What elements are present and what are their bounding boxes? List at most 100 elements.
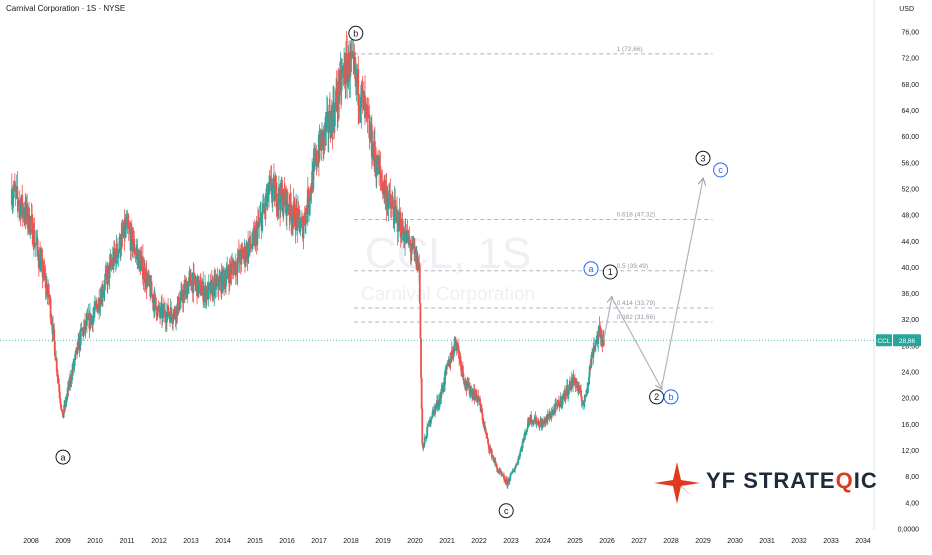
candle-body	[128, 228, 131, 231]
candle-body	[116, 243, 118, 255]
candle-body	[167, 305, 170, 316]
candle-body	[92, 315, 94, 325]
x-axis[interactable]: 2008 2009 2010 2011 2012 2013 2014 2015 2016 2017…	[23, 538, 871, 545]
candle-body	[138, 251, 141, 269]
candle-body	[127, 227, 130, 229]
x-tick-label: 2016	[279, 538, 295, 545]
candle-body	[452, 352, 455, 355]
candle-body	[57, 378, 60, 385]
candle-body	[492, 456, 494, 458]
candle-body	[156, 308, 159, 317]
candle-body	[235, 262, 238, 271]
candle-body	[570, 386, 573, 390]
y-tick-label: 32,00	[901, 317, 919, 324]
candle-body	[587, 382, 590, 386]
candle-body	[557, 400, 560, 402]
candle-body	[298, 209, 301, 220]
candle-body	[418, 264, 421, 304]
candle-body	[315, 150, 318, 166]
candle-body	[444, 371, 446, 385]
candle-body	[309, 187, 312, 193]
candle-body	[537, 421, 540, 427]
candle-body	[338, 95, 341, 104]
candle-body	[184, 285, 187, 296]
candle-body	[379, 166, 382, 175]
candle-body	[439, 396, 442, 405]
candle-body	[475, 389, 478, 397]
candle-body	[240, 248, 243, 265]
y-tick-label: 20,00	[901, 396, 919, 403]
candle-body	[172, 319, 174, 322]
candle-body	[308, 201, 311, 205]
candle-body	[210, 280, 213, 294]
candle-body	[412, 239, 414, 243]
candle-body	[72, 361, 75, 370]
candle-body	[477, 399, 480, 401]
x-tick-label: 2015	[247, 538, 263, 545]
candle-body	[297, 207, 299, 229]
candle-body	[229, 265, 232, 271]
candle-body	[346, 69, 349, 84]
candle-body	[309, 187, 312, 202]
logo-text-accent: Q	[835, 468, 854, 493]
candle-body	[407, 230, 410, 242]
candle-body	[505, 478, 507, 483]
candle-body	[181, 289, 184, 300]
candle-body	[532, 420, 534, 424]
candle-body	[588, 376, 590, 383]
wave-label-circle	[348, 25, 364, 41]
candle-body	[549, 413, 552, 418]
x-tick-label: 2027	[631, 538, 647, 545]
candle-body	[46, 291, 49, 296]
candle-body	[334, 102, 337, 104]
candle-body	[20, 205, 22, 218]
y-tick-label: 56,00	[901, 160, 919, 167]
candle-body	[282, 206, 285, 213]
candle-body	[39, 259, 42, 271]
candle-body	[104, 274, 107, 280]
candle-body	[345, 52, 347, 84]
candle-body	[197, 283, 200, 293]
candle-body	[65, 397, 68, 403]
candle-body	[370, 124, 373, 158]
y-tick-label: 72,00	[901, 56, 919, 63]
candle-body	[13, 184, 16, 190]
candle-body	[58, 391, 61, 399]
price-tag-value-bg	[893, 334, 921, 347]
candle-body	[578, 388, 581, 392]
candle-body	[201, 288, 203, 294]
candle-body	[173, 309, 176, 316]
candle-body	[332, 102, 335, 119]
candle-body	[170, 314, 173, 321]
candle-body	[399, 218, 402, 236]
candle-body	[440, 388, 443, 398]
candle-body	[270, 178, 273, 195]
candle-body	[367, 115, 370, 118]
candle-body	[297, 207, 300, 210]
candle-body	[342, 66, 345, 70]
candle-body	[360, 84, 363, 108]
candle-body	[441, 388, 443, 391]
candle-body	[526, 427, 529, 430]
candle-body	[307, 189, 310, 209]
candle-body	[384, 190, 387, 197]
candle-body	[213, 277, 216, 297]
candle-body	[271, 188, 274, 198]
candle-body	[102, 291, 105, 295]
candle-body	[29, 217, 32, 232]
candle-body	[420, 377, 423, 409]
candle-body	[154, 297, 157, 307]
y-axis[interactable]: 76,00 72,00 68,00 64,00 60,00 56,00 52,00 48,00…	[898, 30, 920, 534]
candle-body	[560, 396, 563, 406]
candle-body	[540, 420, 542, 423]
wave-label-text: c	[718, 165, 723, 175]
candle-body	[105, 269, 108, 274]
candle-body	[50, 318, 53, 321]
x-tick-label: 2026	[599, 538, 615, 545]
candle-body	[275, 182, 278, 208]
candle-body	[126, 217, 129, 225]
candle-body	[10, 188, 13, 205]
x-tick-label: 2009	[55, 538, 71, 545]
candle-body	[236, 260, 239, 273]
